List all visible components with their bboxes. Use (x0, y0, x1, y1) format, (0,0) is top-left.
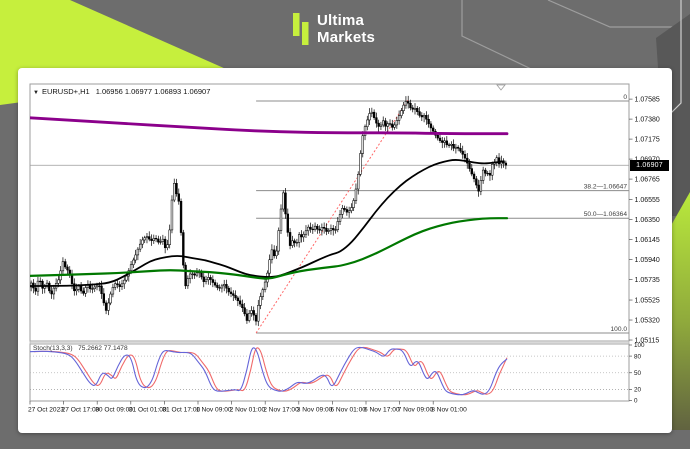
chevron-outline-decor (547, 0, 690, 28)
chevron-outline-decor (461, 0, 547, 77)
stochastic-subwindow[interactable] (30, 346, 629, 396)
stochastic-values: 75.2662 77.1478 (78, 345, 128, 352)
svg-text:27 Oct 17:00: 27 Oct 17:00 (62, 407, 100, 414)
brand-header: Ultima Markets (293, 12, 376, 51)
svg-text:1.07380: 1.07380 (635, 117, 660, 124)
svg-text:2 Nov 17:00: 2 Nov 17:00 (263, 407, 299, 414)
svg-text:1.05320: 1.05320 (635, 317, 660, 324)
svg-text:1.06765: 1.06765 (635, 176, 660, 183)
slow-ma-purple[interactable] (30, 116, 509, 136)
time-axis[interactable] (30, 402, 630, 414)
stoch-axis-labels: 100 80 50 20 0 (629, 342, 645, 405)
svg-text:0: 0 (634, 398, 638, 405)
window-separator[interactable] (29, 340, 630, 345)
svg-text:38.2—1.06647: 38.2—1.06647 (584, 183, 628, 190)
svg-text:100: 100 (634, 342, 645, 349)
svg-text:1.05940: 1.05940 (635, 257, 660, 264)
candles-layer (30, 95, 508, 327)
svg-text:7 Nov 09:00: 7 Nov 09:00 (398, 407, 434, 414)
svg-text:1.05115: 1.05115 (635, 337, 660, 344)
svg-text:80: 80 (634, 353, 642, 360)
svg-text:100.0: 100.0 (610, 326, 627, 333)
price-axis[interactable] (630, 84, 670, 401)
svg-text:1.05735: 1.05735 (635, 277, 660, 284)
brand-line1: Ultima (317, 12, 365, 29)
main-window-frame (29, 83, 630, 342)
chart-ohlc-values: 1.06956 1.06977 1.06893 1.06907 (95, 87, 211, 96)
svg-text:30 Oct 09:00: 30 Oct 09:00 (95, 407, 133, 414)
svg-text:0: 0 (623, 94, 627, 101)
stochastic-label: Stoch(13,3,3) 75.2662 77.1478 (33, 345, 128, 352)
svg-text:1.05525: 1.05525 (635, 297, 660, 304)
main-chart[interactable] (30, 95, 629, 334)
svg-text:50.0—1.06364: 50.0—1.06364 (584, 211, 628, 218)
trend-ma-green[interactable] (30, 217, 509, 280)
chevron-down-icon[interactable]: ▼ (33, 90, 39, 96)
chart-title: ▼ EURUSD+,H1 1.06956 1.06977 1.06893 1.069… (33, 87, 210, 96)
svg-text:27 Oct 2023: 27 Oct 2023 (28, 407, 64, 414)
stoch-main-line (30, 346, 508, 396)
chart-symbol-period: EURUSD+,H1 (41, 87, 90, 96)
brand-line2: Markets (317, 28, 376, 46)
svg-text:1.07585: 1.07585 (635, 97, 660, 104)
hex-outline-decor (667, 0, 682, 117)
svg-text:6 Nov 01:00: 6 Nov 01:00 (330, 407, 366, 414)
svg-text:1 Nov 09:00: 1 Nov 09:00 (196, 407, 232, 414)
svg-text:2 Nov 01:00: 2 Nov 01:00 (230, 407, 266, 414)
window-separator-handle[interactable] (30, 339, 630, 345)
svg-text:50: 50 (634, 370, 642, 377)
svg-text:3 Nov 09:00: 3 Nov 09:00 (297, 407, 333, 414)
stoch-signal-line (33, 346, 508, 396)
stochastic-name: Stoch(13,3,3) (33, 345, 73, 352)
svg-text:31 Oct 01:00: 31 Oct 01:00 (129, 407, 167, 414)
svg-text:31 Oct 17:00: 31 Oct 17:00 (162, 407, 200, 414)
svg-text:20: 20 (634, 387, 642, 394)
svg-text:1.06555: 1.06555 (635, 197, 660, 204)
current-price-tag: 1.06907 (630, 160, 669, 171)
svg-text:1.07175: 1.07175 (635, 137, 660, 144)
sub-window-frame (29, 343, 630, 402)
ultima-markets-logo-icon (293, 13, 309, 45)
svg-text:1.06145: 1.06145 (635, 237, 660, 244)
svg-text:8 Nov 01:00: 8 Nov 01:00 (431, 407, 467, 414)
fib-labels: 0 38.2—1.06647 50.0—1.06364 100.0 (584, 94, 628, 333)
mid-ma-black[interactable] (30, 159, 504, 287)
chart-shift-marker[interactable] (496, 84, 506, 91)
svg-text:1.06350: 1.06350 (635, 217, 660, 224)
svg-text:6 Nov 17:00: 6 Nov 17:00 (364, 407, 400, 414)
brand-text: Ultima Markets (317, 12, 376, 46)
